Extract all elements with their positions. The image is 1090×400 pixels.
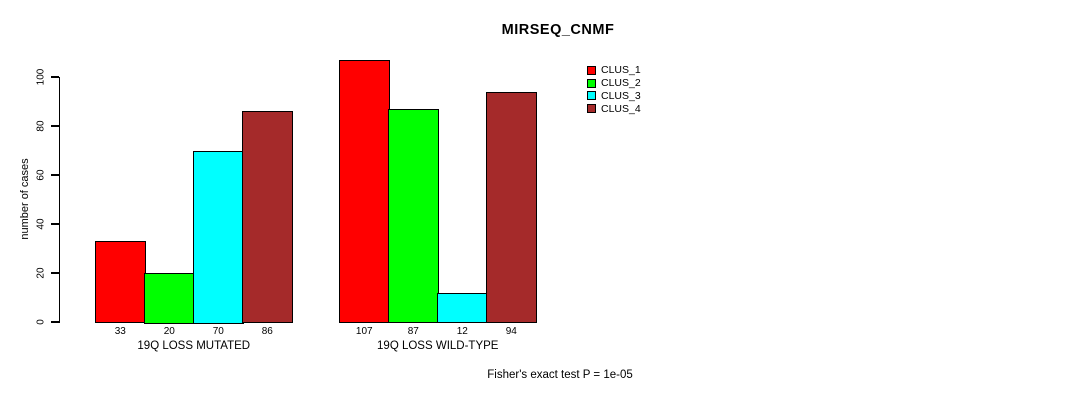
y-tick-label: 60 — [35, 169, 47, 181]
legend-label: CLUS_4 — [601, 102, 641, 115]
legend-label: CLUS_2 — [601, 77, 641, 90]
bar-clus_1-group2 — [339, 59, 390, 324]
legend-label: CLUS_3 — [601, 89, 641, 102]
bar-clus_4-group1 — [242, 111, 293, 324]
y-tick-mark — [51, 76, 59, 78]
bar-value-label: 107 — [355, 326, 373, 337]
y-tick-label: 40 — [35, 218, 47, 230]
legend-row: CLUS_3 — [587, 90, 641, 103]
legend: CLUS_1 CLUS_2 CLUS_3 CLUS_4 — [587, 64, 641, 115]
bar-value-label: 70 — [212, 326, 224, 337]
bar-clus_1-group1 — [95, 241, 146, 324]
y-tick-label: 100 — [35, 68, 47, 86]
legend-swatch-icon — [587, 91, 596, 101]
bar-value-label: 20 — [163, 326, 175, 337]
y-tick-mark — [51, 321, 59, 323]
bar-clus_3-group2 — [437, 292, 488, 324]
bar-value-label: 94 — [505, 326, 517, 337]
y-tick-mark — [51, 125, 59, 127]
bar-clus_3-group1 — [193, 150, 244, 324]
bar-clus_4-group2 — [486, 91, 537, 324]
group-label: 19Q LOSS WILD-TYPE — [377, 340, 499, 352]
y-axis-line — [58, 76, 60, 323]
bar-value-label: 12 — [456, 326, 468, 337]
y-tick-mark — [51, 223, 59, 225]
legend-row: CLUS_2 — [587, 77, 641, 90]
legend-row: CLUS_4 — [587, 102, 641, 115]
annotation-text: Fisher's exact test P = 1e-05 — [487, 369, 633, 381]
legend-row: CLUS_1 — [587, 64, 641, 77]
group-label: 19Q LOSS MUTATED — [137, 340, 251, 352]
y-axis-label: number of cases — [19, 158, 31, 240]
legend-label: CLUS_1 — [601, 64, 641, 77]
legend-swatch-icon — [587, 78, 596, 88]
y-tick-mark — [51, 272, 59, 274]
bar-value-label: 87 — [407, 326, 419, 337]
bar-value-label: 86 — [261, 326, 273, 337]
y-tick-mark — [51, 174, 59, 176]
bar-clus_2-group1 — [144, 273, 195, 324]
legend-swatch-icon — [587, 65, 596, 75]
chart-title: MIRSEQ_CNMF — [501, 22, 615, 38]
legend-swatch-icon — [587, 104, 596, 114]
y-tick-label: 0 — [35, 319, 47, 325]
y-tick-label: 80 — [35, 120, 47, 132]
y-tick-label: 20 — [35, 267, 47, 279]
bar-clus_2-group2 — [388, 108, 439, 324]
bar-value-label: 33 — [114, 326, 126, 337]
